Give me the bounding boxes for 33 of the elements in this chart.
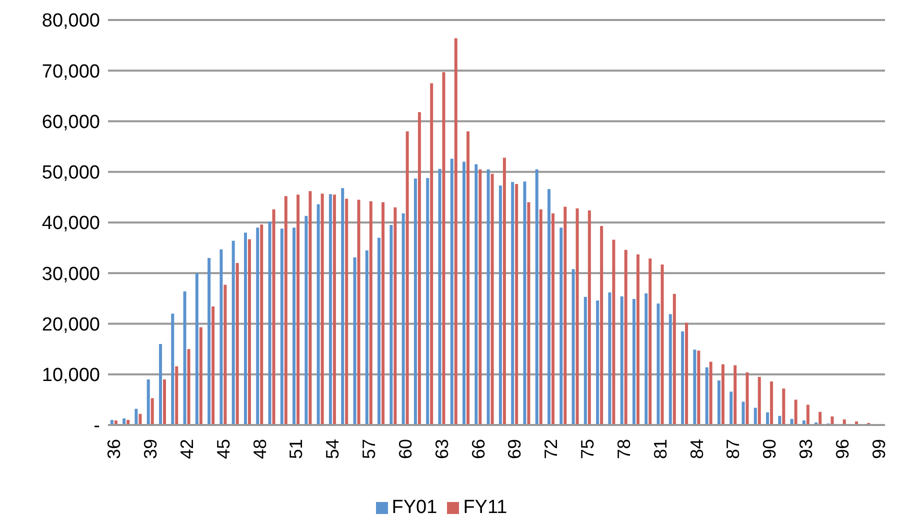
x-tick-label: 78 — [614, 439, 634, 460]
x-tick-label: 84 — [686, 439, 707, 460]
x-tick-label: 75 — [578, 439, 598, 460]
y-tick-label: 10,000 — [42, 365, 100, 386]
x-tick-label: 42 — [176, 439, 197, 460]
x-tick-label: 66 — [468, 439, 488, 460]
y-tick-label: 40,000 — [42, 213, 100, 234]
y-tick-label: 80,000 — [42, 10, 100, 32]
x-tick-label: 51 — [286, 439, 306, 460]
x-tick-label: 90 — [760, 439, 780, 460]
x-tick-label: 63 — [432, 439, 452, 460]
x-tick-label: 57 — [359, 439, 380, 460]
legend-label: FY11 — [463, 497, 508, 518]
x-tick-label: 72 — [541, 439, 562, 460]
y-tick-label: 50,000 — [42, 162, 100, 184]
x-tick-label: 93 — [796, 439, 816, 460]
x-tick-label: 96 — [832, 439, 853, 460]
x-tick-label: 39 — [140, 439, 160, 460]
x-tick-label: 81 — [650, 439, 670, 460]
x-tick-label: 60 — [395, 439, 416, 460]
x-tick-label: 87 — [723, 439, 744, 460]
y-tick-label: 60,000 — [42, 112, 100, 133]
x-tick-label: 54 — [322, 439, 343, 460]
y-tick-label: 20,000 — [42, 314, 100, 336]
x-tick-label: 45 — [213, 439, 234, 460]
x-tick-label: 69 — [504, 439, 525, 460]
x-tick-label: 99 — [868, 439, 889, 460]
x-tick-label: 36 — [104, 439, 124, 460]
legend-label: FY01 — [392, 497, 438, 518]
y-tick-label: 30,000 — [42, 264, 100, 285]
x-tick-label: 48 — [250, 439, 270, 460]
y-tick-label: 70,000 — [42, 61, 100, 82]
y-tick-label: - — [94, 416, 100, 437]
